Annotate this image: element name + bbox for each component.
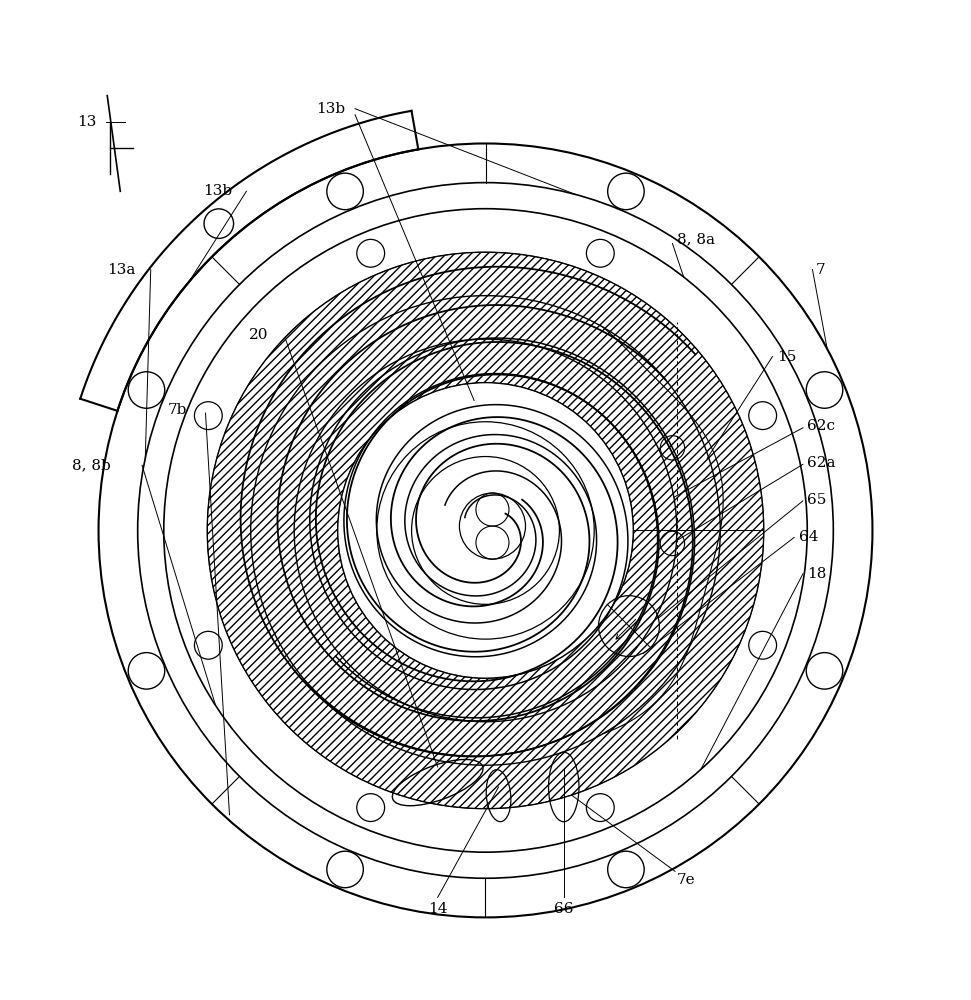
Text: 62a: 62a xyxy=(807,456,836,470)
Text: 15: 15 xyxy=(777,350,796,364)
Text: 8, 8b: 8, 8b xyxy=(73,458,112,472)
Text: 14: 14 xyxy=(428,902,448,916)
Text: 8, 8a: 8, 8a xyxy=(677,232,715,246)
Text: 13: 13 xyxy=(77,115,96,129)
Text: 13a: 13a xyxy=(107,263,136,277)
Text: 7: 7 xyxy=(816,263,825,277)
Text: 7e: 7e xyxy=(677,873,695,887)
Text: 64: 64 xyxy=(798,530,818,544)
Text: 66: 66 xyxy=(554,902,574,916)
Text: 20: 20 xyxy=(249,328,268,342)
Text: 13b: 13b xyxy=(203,184,232,198)
Text: 65: 65 xyxy=(807,493,826,507)
Text: 13b: 13b xyxy=(316,102,345,116)
Text: 18: 18 xyxy=(807,567,826,581)
Polygon shape xyxy=(207,252,764,809)
Text: 7b: 7b xyxy=(168,403,187,417)
Text: 62c: 62c xyxy=(807,419,835,433)
